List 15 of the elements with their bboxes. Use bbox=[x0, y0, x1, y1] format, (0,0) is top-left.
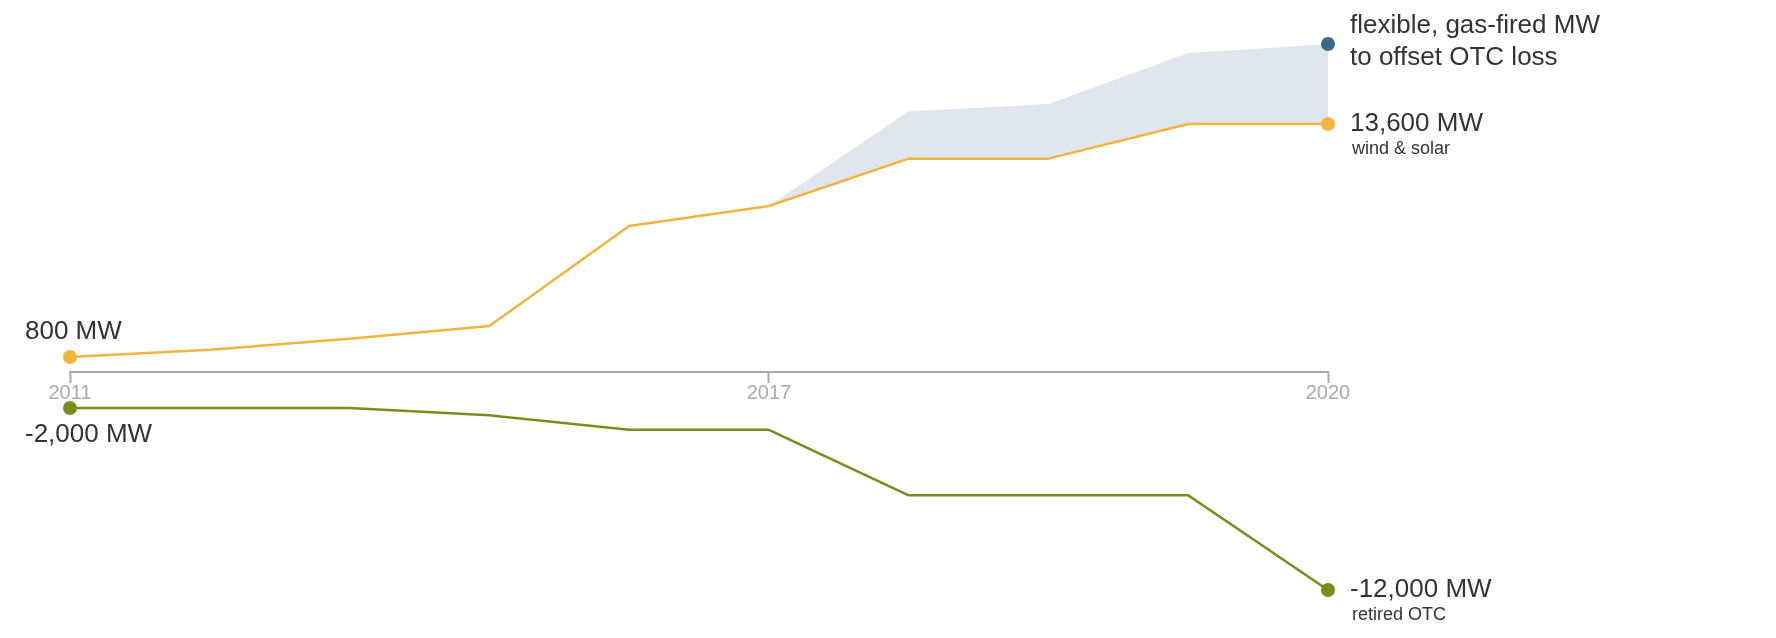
data-label: -2,000 MW bbox=[25, 418, 153, 449]
point bbox=[1321, 583, 1335, 597]
data-label: 13,600 MW bbox=[1350, 107, 1484, 138]
series-label: retired OTC bbox=[1352, 603, 1447, 624]
x-tick-label: 2017 bbox=[746, 381, 792, 404]
point bbox=[63, 350, 77, 365]
series-label: wind & solar bbox=[1351, 138, 1451, 159]
point bbox=[1321, 37, 1335, 51]
x-tick-label: 2011 bbox=[48, 381, 92, 404]
data-label: 800 MW bbox=[25, 315, 123, 346]
point bbox=[1321, 117, 1335, 132]
x-tick-label: 2020 bbox=[1305, 381, 1351, 404]
point bbox=[63, 401, 77, 415]
series-label: flexible, gas-fired MW to offset OTC loss bbox=[1350, 9, 1601, 72]
data-label: -12,000 MW bbox=[1350, 573, 1493, 604]
